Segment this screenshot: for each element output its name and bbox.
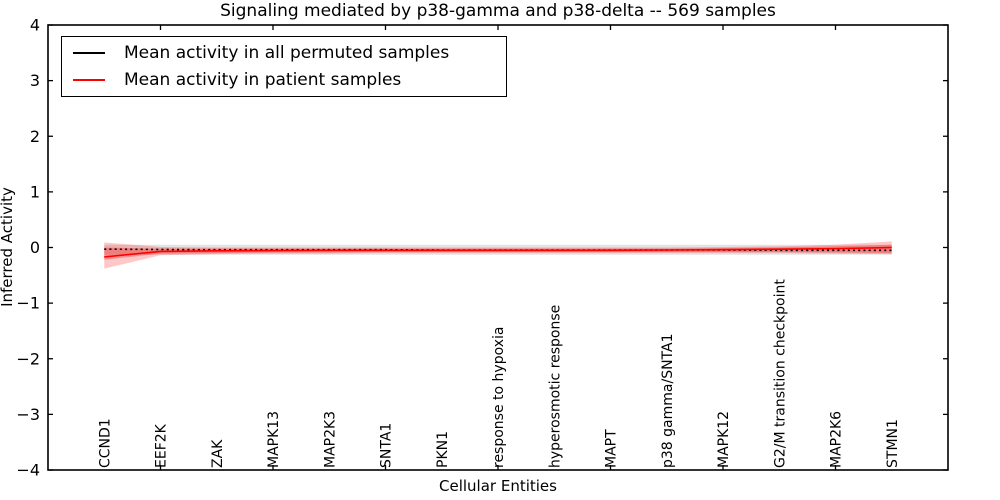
category-label: EEF2K (154, 423, 170, 468)
y-tick-label: −2 (16, 349, 40, 368)
series-line-patient (104, 246, 892, 258)
series-line-permuted (104, 248, 892, 252)
legend-label-permuted: Mean activity in all permuted samples (124, 43, 450, 64)
category-label: response to hypoxia (491, 327, 507, 468)
patient-band-outer (104, 241, 892, 269)
y-tick-label: 1 (30, 182, 40, 201)
category-label: MAPK13 (266, 411, 282, 468)
y-tick-label: −3 (16, 405, 40, 424)
category-label: hyperosmotic response (547, 305, 563, 468)
category-label: p38 gamma/SNTA1 (660, 334, 676, 469)
category-label: MAPK12 (716, 411, 732, 468)
y-tick-label: 4 (30, 16, 40, 35)
y-tick-label: 3 (30, 71, 40, 90)
category-label: MAPT (604, 429, 620, 468)
legend-box: Mean activity in all permuted samples Me… (61, 36, 507, 97)
legend-line-red-icon (73, 78, 105, 81)
category-label: SNTA1 (379, 423, 395, 468)
category-label: MAP2K3 (322, 411, 338, 468)
y-tick-label: 0 (30, 238, 40, 257)
y-tick-label: −4 (16, 461, 40, 480)
patient-band-inner (104, 244, 892, 260)
x-axis-label: Cellular Entities (439, 477, 557, 495)
category-label: G2/M transition checkpoint (772, 279, 788, 468)
y-axis-label: Inferred Activity (0, 187, 16, 307)
legend-item-patient: Mean activity in patient samples (62, 70, 506, 90)
y-tick-label: −1 (16, 294, 40, 313)
y-tick-label: 2 (30, 127, 40, 146)
category-label: STMN1 (885, 419, 901, 468)
category-label: MAP2K6 (829, 411, 845, 468)
chart-title: Signaling mediated by p38-gamma and p38-… (220, 1, 776, 21)
category-label: CCND1 (97, 418, 113, 468)
category-label: PKN1 (435, 431, 451, 468)
category-label: ZAK (210, 439, 226, 468)
legend-item-permuted: Mean activity in all permuted samples (62, 43, 506, 63)
legend-line-black-icon (73, 52, 105, 55)
legend-label-patient: Mean activity in patient samples (124, 69, 402, 90)
